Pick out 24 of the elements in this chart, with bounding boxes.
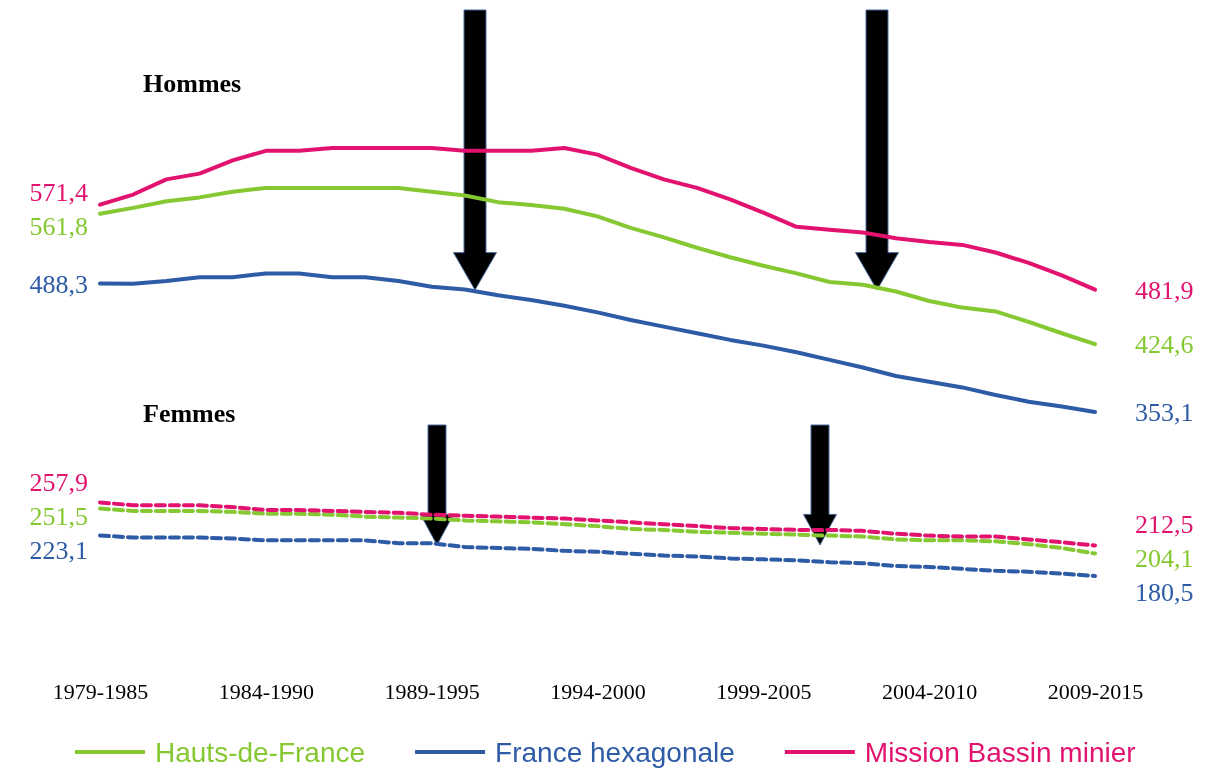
data-label: 251,5 [29,501,88,531]
data-label: 223,1 [29,535,88,565]
x-tick-label: 1994-2000 [550,678,646,704]
text: Hommes [143,69,242,98]
data-label: 204,1 [1135,544,1194,574]
legend-label: Hauts-de-France [155,737,366,768]
legend-label: France hexagonale [495,737,735,768]
data-label: 481,9 [1135,275,1194,305]
x-tick-label: 1984-1990 [218,678,314,704]
x-tick-label: 2009-2015 [1047,678,1144,704]
x-tick-label: 2004-2010 [882,678,978,704]
data-label: 561,8 [29,212,88,242]
data-label: 212,5 [1135,510,1194,540]
data-label: 488,3 [29,269,88,299]
x-tick-label: 1989-1995 [384,678,480,704]
legend-label: Mission Bassin minier [864,737,1136,768]
data-label: 180,5 [1135,578,1194,608]
x-tick-label: 1999-2005 [716,678,812,704]
data-label: 571,4 [29,178,88,208]
annotation: Femmes [143,399,236,429]
data-label: 424,6 [1135,330,1194,360]
data-label: 257,9 [29,467,88,497]
x-tick-label: 1979-1985 [52,678,149,704]
data-label: 353,1 [1135,398,1194,428]
